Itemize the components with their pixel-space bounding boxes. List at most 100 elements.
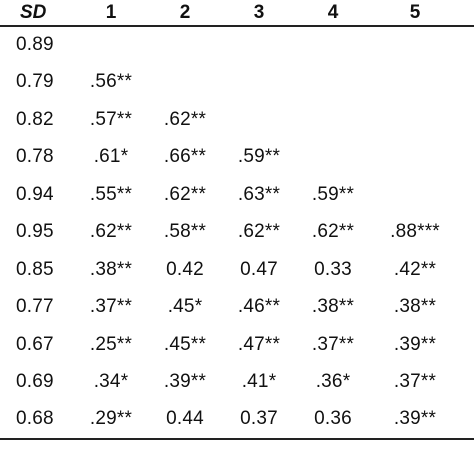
corr-cell — [460, 64, 474, 102]
sd-cell: 0.77 — [16, 296, 54, 318]
corr-cell — [296, 139, 370, 177]
corr-cell — [222, 64, 296, 102]
corr-cell — [74, 26, 148, 64]
corr-cell — [460, 176, 474, 214]
sd-cell: 0.68 — [16, 408, 54, 430]
corr-cell: . — [460, 364, 474, 402]
corr-cell: .42** — [393, 258, 437, 280]
sd-cell: 0.89 — [16, 34, 54, 56]
corr-cell: 0.47 — [240, 258, 278, 280]
corr-cell: . — [460, 251, 474, 289]
corr-cell: .29** — [89, 408, 133, 430]
table-row: 0.68 .29** 0.44 0.37 0.36 .39** . — [0, 401, 474, 439]
corr-cell — [460, 26, 474, 64]
corr-cell: .39** — [393, 333, 437, 355]
corr-cell: .36* — [315, 371, 351, 393]
corr-cell: .62** — [163, 183, 207, 205]
corr-cell: 0.37 — [240, 408, 278, 430]
corr-cell: .45* — [167, 296, 203, 318]
corr-cell: .25** — [89, 333, 133, 355]
corr-cell: .39** — [393, 408, 437, 430]
corr-cell: .45** — [163, 333, 207, 355]
corr-cell — [222, 26, 296, 64]
corr-cell: .62** — [237, 221, 281, 243]
corr-cell: .55** — [89, 183, 133, 205]
sd-cell: 0.67 — [16, 333, 54, 355]
corr-cell: .62** — [163, 108, 207, 130]
corr-cell: .41* — [241, 371, 277, 393]
sd-cell: 0.78 — [16, 146, 54, 168]
corr-cell — [296, 26, 370, 64]
sd-cell: 0.94 — [16, 183, 54, 205]
corr-cell: . — [460, 401, 474, 439]
corr-cell: . — [460, 326, 474, 364]
header-col-5: 5 — [409, 1, 421, 23]
table-row: 0.94 .55** .62** .63** .59** — [0, 176, 474, 214]
corr-cell: .59** — [237, 146, 281, 168]
corr-cell — [370, 64, 460, 102]
table-row: 0.69 .34* .39** .41* .36* .37** . — [0, 364, 474, 402]
corr-cell: .88*** — [390, 221, 440, 243]
corr-cell — [370, 26, 460, 64]
header-col-4: 4 — [327, 1, 339, 23]
corr-cell: .58** — [163, 221, 207, 243]
header-col-2: 2 — [179, 1, 191, 23]
corr-cell: .47** — [237, 333, 281, 355]
sd-cell: 0.69 — [16, 371, 54, 393]
corr-cell — [148, 64, 222, 102]
table-header: SD 1 2 3 4 5 — [0, 0, 474, 26]
corr-cell: .61* — [93, 146, 129, 168]
corr-cell: .63** — [237, 183, 281, 205]
corr-cell: .57** — [89, 108, 133, 130]
corr-cell — [460, 139, 474, 177]
corr-cell: .37** — [311, 333, 355, 355]
corr-cell: 0.42 — [166, 258, 204, 280]
table-row: 0.79 .56** — [0, 64, 474, 102]
corr-cell: 0.44 — [166, 408, 204, 430]
table-row: 0.95 .62** .58** .62** .62** .88*** — [0, 214, 474, 252]
header-sd: SD — [20, 1, 47, 23]
corr-cell — [370, 176, 460, 214]
table-row: 0.78 .61* .66** .59** — [0, 139, 474, 177]
corr-cell: .37** — [393, 371, 437, 393]
sd-cell: 0.85 — [16, 258, 54, 280]
header-col-1: 1 — [105, 1, 117, 23]
corr-cell — [460, 214, 474, 252]
sd-cell: 0.82 — [16, 108, 54, 130]
table-row: 0.82 .57** .62** — [0, 101, 474, 139]
correlation-table: SD 1 2 3 4 5 0.89 0.79 .56** — [0, 0, 474, 439]
header-col-3: 3 — [253, 1, 265, 23]
corr-cell: .62** — [311, 221, 355, 243]
sd-cell: 0.79 — [16, 71, 54, 93]
corr-cell: .46** — [237, 296, 281, 318]
corr-cell: 0.33 — [314, 258, 352, 280]
header-col-6 — [460, 0, 474, 26]
corr-cell — [148, 26, 222, 64]
table-row: 0.89 — [0, 26, 474, 64]
table-row: 0.77 .37** .45* .46** .38** .38** . — [0, 289, 474, 327]
corr-cell — [296, 101, 370, 139]
corr-cell: .38** — [311, 296, 355, 318]
corr-cell: .56** — [89, 71, 133, 93]
corr-cell: .34* — [93, 371, 129, 393]
corr-cell: .39** — [163, 371, 207, 393]
corr-cell — [370, 101, 460, 139]
corr-cell: .59** — [311, 183, 355, 205]
corr-cell — [222, 101, 296, 139]
corr-cell: .66** — [163, 146, 207, 168]
table-body: 0.89 0.79 .56** 0.82 .57** .62** — [0, 26, 474, 439]
corr-cell: .38** — [89, 258, 133, 280]
corr-cell: .62** — [89, 221, 133, 243]
corr-cell: .37** — [89, 296, 133, 318]
corr-cell — [460, 101, 474, 139]
sd-cell: 0.95 — [16, 221, 54, 243]
corr-cell: . — [460, 289, 474, 327]
corr-cell — [296, 64, 370, 102]
corr-cell: 0.36 — [314, 408, 352, 430]
corr-cell — [370, 139, 460, 177]
table-row: 0.67 .25** .45** .47** .37** .39** . — [0, 326, 474, 364]
table-row: 0.85 .38** 0.42 0.47 0.33 .42** . — [0, 251, 474, 289]
header-row: SD 1 2 3 4 5 — [0, 0, 474, 26]
corr-cell: .38** — [393, 296, 437, 318]
